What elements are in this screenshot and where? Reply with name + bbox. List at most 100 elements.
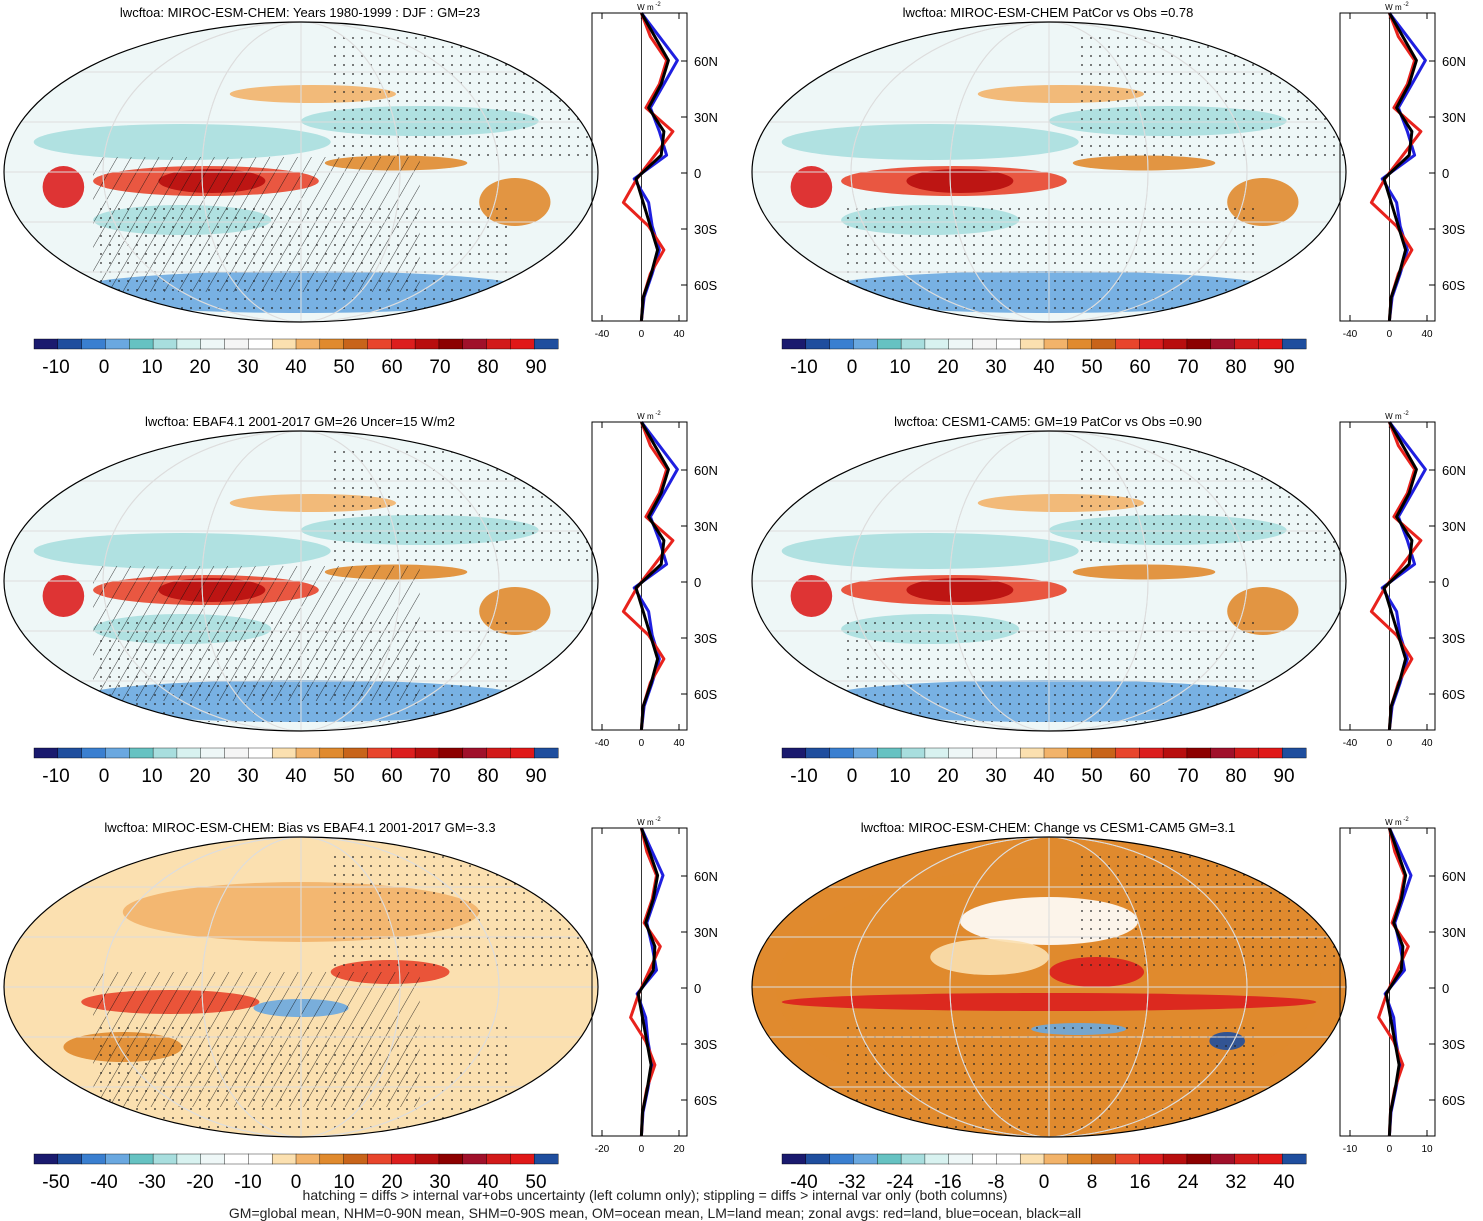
colorbar-swatch [1258,338,1283,350]
lat-label: 60N [694,54,718,69]
map-outline [3,836,599,1138]
panel-title: lwcftoa: CESM1-CAM5: GM=19 PatCor vs Obs… [894,414,1202,429]
colorbar-label: 80 [1225,357,1246,378]
colorbar-swatch [271,747,297,759]
zonal-unit: W m [637,818,654,827]
zonal-tick-label: 0 [639,738,645,749]
colorbar-swatch [57,338,83,350]
lat-label: 60S [694,687,717,702]
lat-label: 30S [694,222,717,237]
colorbar-swatch [486,1153,511,1165]
zonal-unit-exponent: -2 [1403,817,1409,823]
colorbar-swatch [1139,338,1164,350]
map-field [752,431,1346,731]
colorbar-swatch [1019,338,1045,350]
map-field [752,22,1346,322]
colorbar-label: 90 [1273,766,1294,787]
colorbar-swatch [805,338,831,350]
colorbar-swatch [152,1153,178,1165]
colorbar-swatch [81,338,106,350]
colorbar-swatch [224,747,249,759]
colorbar-label: -32 [838,1172,865,1193]
colorbar-label: 30 [237,357,258,378]
colorbar-swatch [1162,338,1188,350]
colorbar-swatch [271,1153,297,1165]
zonal-tick-label: 40 [673,329,685,340]
zonal-ocean-curve [1383,827,1413,1137]
colorbar-label: 40 [1033,766,1054,787]
colorbar-label: 50 [1081,357,1102,378]
colorbar-label: 10 [333,1172,354,1193]
zonal-tick-label: -40 [595,738,610,749]
colorbar-swatch [152,338,178,350]
panel-title: lwcftoa: MIROC-ESM-CHEM: Change vs CESM1… [861,820,1236,835]
zonal-tick-label: -40 [595,329,610,340]
colorbar-label: 70 [429,766,450,787]
zonal-tick-label: 40 [1421,738,1433,749]
zonal-all-curve [1384,827,1408,1137]
colorbar-label: 70 [429,357,450,378]
zonal-frame [591,12,688,322]
lat-label: 30N [694,110,718,125]
colorbar-swatch [877,1153,902,1165]
colorbar-swatch [248,1153,273,1165]
zonal-frame [1339,421,1436,731]
colorbar-swatch [533,747,559,759]
colorbar-swatch [829,747,854,759]
zonal-unit-exponent: -2 [655,411,661,417]
lat-label: 30S [694,1037,717,1052]
lat-label: 0 [694,575,701,590]
colorbar-swatch [1210,747,1236,759]
colorbar-swatch [224,1153,249,1165]
colorbar-swatch [1115,338,1140,350]
lat-label: 60N [694,463,718,478]
colorbar-swatch [1115,747,1140,759]
zonal-frame [591,827,688,1137]
lat-label: 60N [1442,463,1466,478]
colorbar-label: -10 [42,766,69,787]
colorbar-label: 70 [1177,357,1198,378]
panel-2: lwcftoa: MIROC-ESM-CHEM PatCor vs Obs =0… [751,2,1466,378]
colorbar-swatch [1019,747,1045,759]
colorbar-swatch [972,1153,997,1165]
map-field [4,837,598,1137]
zonal-all-curve [634,421,670,731]
colorbar-swatch [224,338,249,350]
zonal-unit: W m [1385,818,1402,827]
zonal-ocean-curve [632,421,679,731]
map-outline [751,21,1347,323]
colorbar-swatch [176,747,202,759]
colorbar-swatch [367,338,392,350]
colorbar-swatch [1139,1153,1164,1165]
zonal-unit: W m [637,412,654,421]
panel-title: lwcftoa: EBAF4.1 2001-2017 GM=26 Uncer=1… [145,414,455,429]
colorbar-label: 10 [889,357,910,378]
colorbar-swatch [972,747,997,759]
lat-label: 30S [1442,1037,1465,1052]
map-outline [3,21,599,323]
lat-label: 60S [1442,1093,1465,1108]
map-outline [751,430,1347,732]
lat-label: 0 [1442,166,1449,181]
colorbar-label: 30 [429,1172,450,1193]
colorbar-swatch [343,338,368,350]
colorbar-swatch [1258,1153,1283,1165]
colorbar-label: 20 [937,357,958,378]
colorbar-swatch [877,338,902,350]
panel-3: lwcftoa: EBAF4.1 2001-2017 GM=26 Uncer=1… [3,411,718,787]
colorbar-label: -16 [934,1172,961,1193]
colorbar-swatch [486,338,511,350]
colorbar-swatch [533,338,559,350]
colorbar-swatch [200,747,226,759]
colorbar-label: 0 [99,766,110,787]
colorbar-label: 10 [141,766,162,787]
zonal-ocean-curve [632,12,679,322]
colorbar-swatch [853,747,878,759]
colorbar-swatch [414,338,440,350]
colorbar-swatch [1091,338,1116,350]
colorbar-swatch [1043,338,1069,350]
zonal-unit-exponent: -2 [655,817,661,823]
colorbar-label: 24 [1177,1172,1199,1193]
panel-title: lwcftoa: MIROC-ESM-CHEM: Years 1980-1999… [120,5,480,20]
